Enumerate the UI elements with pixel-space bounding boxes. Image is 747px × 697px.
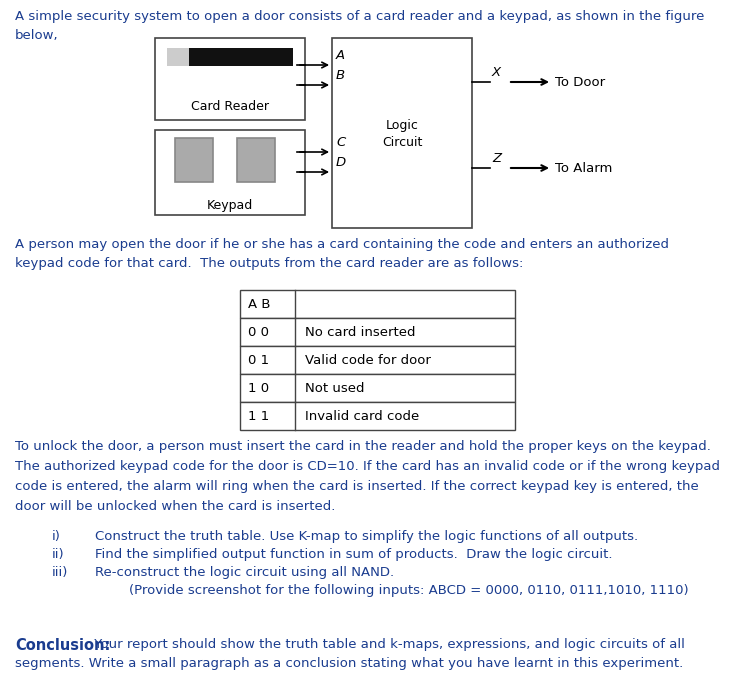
Bar [240,318,515,346]
Text: No card inserted: No card inserted [305,325,415,339]
Text: Circuit: Circuit [382,137,422,149]
Bar [167,48,189,66]
Text: 0 0: 0 0 [248,325,269,339]
Text: Z: Z [492,152,501,165]
Text: Card Reader: Card Reader [191,100,269,112]
Text: Find the simplified output function in sum of products.  Draw the logic circuit.: Find the simplified output function in s… [95,548,613,561]
Text: i): i) [52,530,61,543]
Bar [155,38,305,120]
Text: iii): iii) [52,566,69,579]
Text: Keypad: Keypad [207,199,253,211]
Text: 1 0: 1 0 [248,381,269,395]
Bar [332,38,472,228]
Text: segments. Write a small paragraph as a conclusion stating what you have learnt i: segments. Write a small paragraph as a c… [15,657,684,670]
Bar [155,130,305,215]
Bar [167,48,293,66]
Text: Not used: Not used [305,381,365,395]
Bar [237,138,275,182]
Text: Valid code for door: Valid code for door [305,353,431,367]
Text: B: B [336,69,345,82]
Text: Construct the truth table. Use K-map to simplify the logic functions of all outp: Construct the truth table. Use K-map to … [95,530,638,543]
Text: Your report should show the truth table and k-maps, expressions, and logic circu: Your report should show the truth table … [90,638,685,651]
Text: A person may open the door if he or she has a card containing the code and enter: A person may open the door if he or she … [15,238,669,270]
Text: C: C [336,136,345,149]
Text: To Alarm: To Alarm [555,162,613,174]
Text: (Provide screenshot for the following inputs: ABCD = 0000, 0110, 0111,1010, 1110: (Provide screenshot for the following in… [95,584,689,597]
Bar [175,138,213,182]
Text: A B: A B [248,298,270,310]
Bar [240,290,515,318]
Text: code is entered, the alarm will ring when the card is inserted. If the correct k: code is entered, the alarm will ring whe… [15,480,698,493]
Text: 1 1: 1 1 [248,410,269,422]
Text: Logic: Logic [385,118,418,132]
Text: To Door: To Door [555,75,605,89]
Text: Re-construct the logic circuit using all NAND.: Re-construct the logic circuit using all… [95,566,394,579]
Text: 0 1: 0 1 [248,353,269,367]
Text: ii): ii) [52,548,65,561]
Text: Conclusion:: Conclusion: [15,638,111,653]
Bar [240,402,515,430]
Bar [240,374,515,402]
Text: To unlock the door, a person must insert the card in the reader and hold the pro: To unlock the door, a person must insert… [15,440,711,453]
Text: A: A [336,49,345,62]
Text: The authorized keypad code for the door is CD=10. If the card has an invalid cod: The authorized keypad code for the door … [15,460,720,473]
Text: Invalid card code: Invalid card code [305,410,419,422]
Bar [240,346,515,374]
Text: D: D [336,156,347,169]
Text: X: X [492,66,501,79]
Text: door will be unlocked when the card is inserted.: door will be unlocked when the card is i… [15,500,335,513]
Text: A simple security system to open a door consists of a card reader and a keypad, : A simple security system to open a door … [15,10,704,42]
